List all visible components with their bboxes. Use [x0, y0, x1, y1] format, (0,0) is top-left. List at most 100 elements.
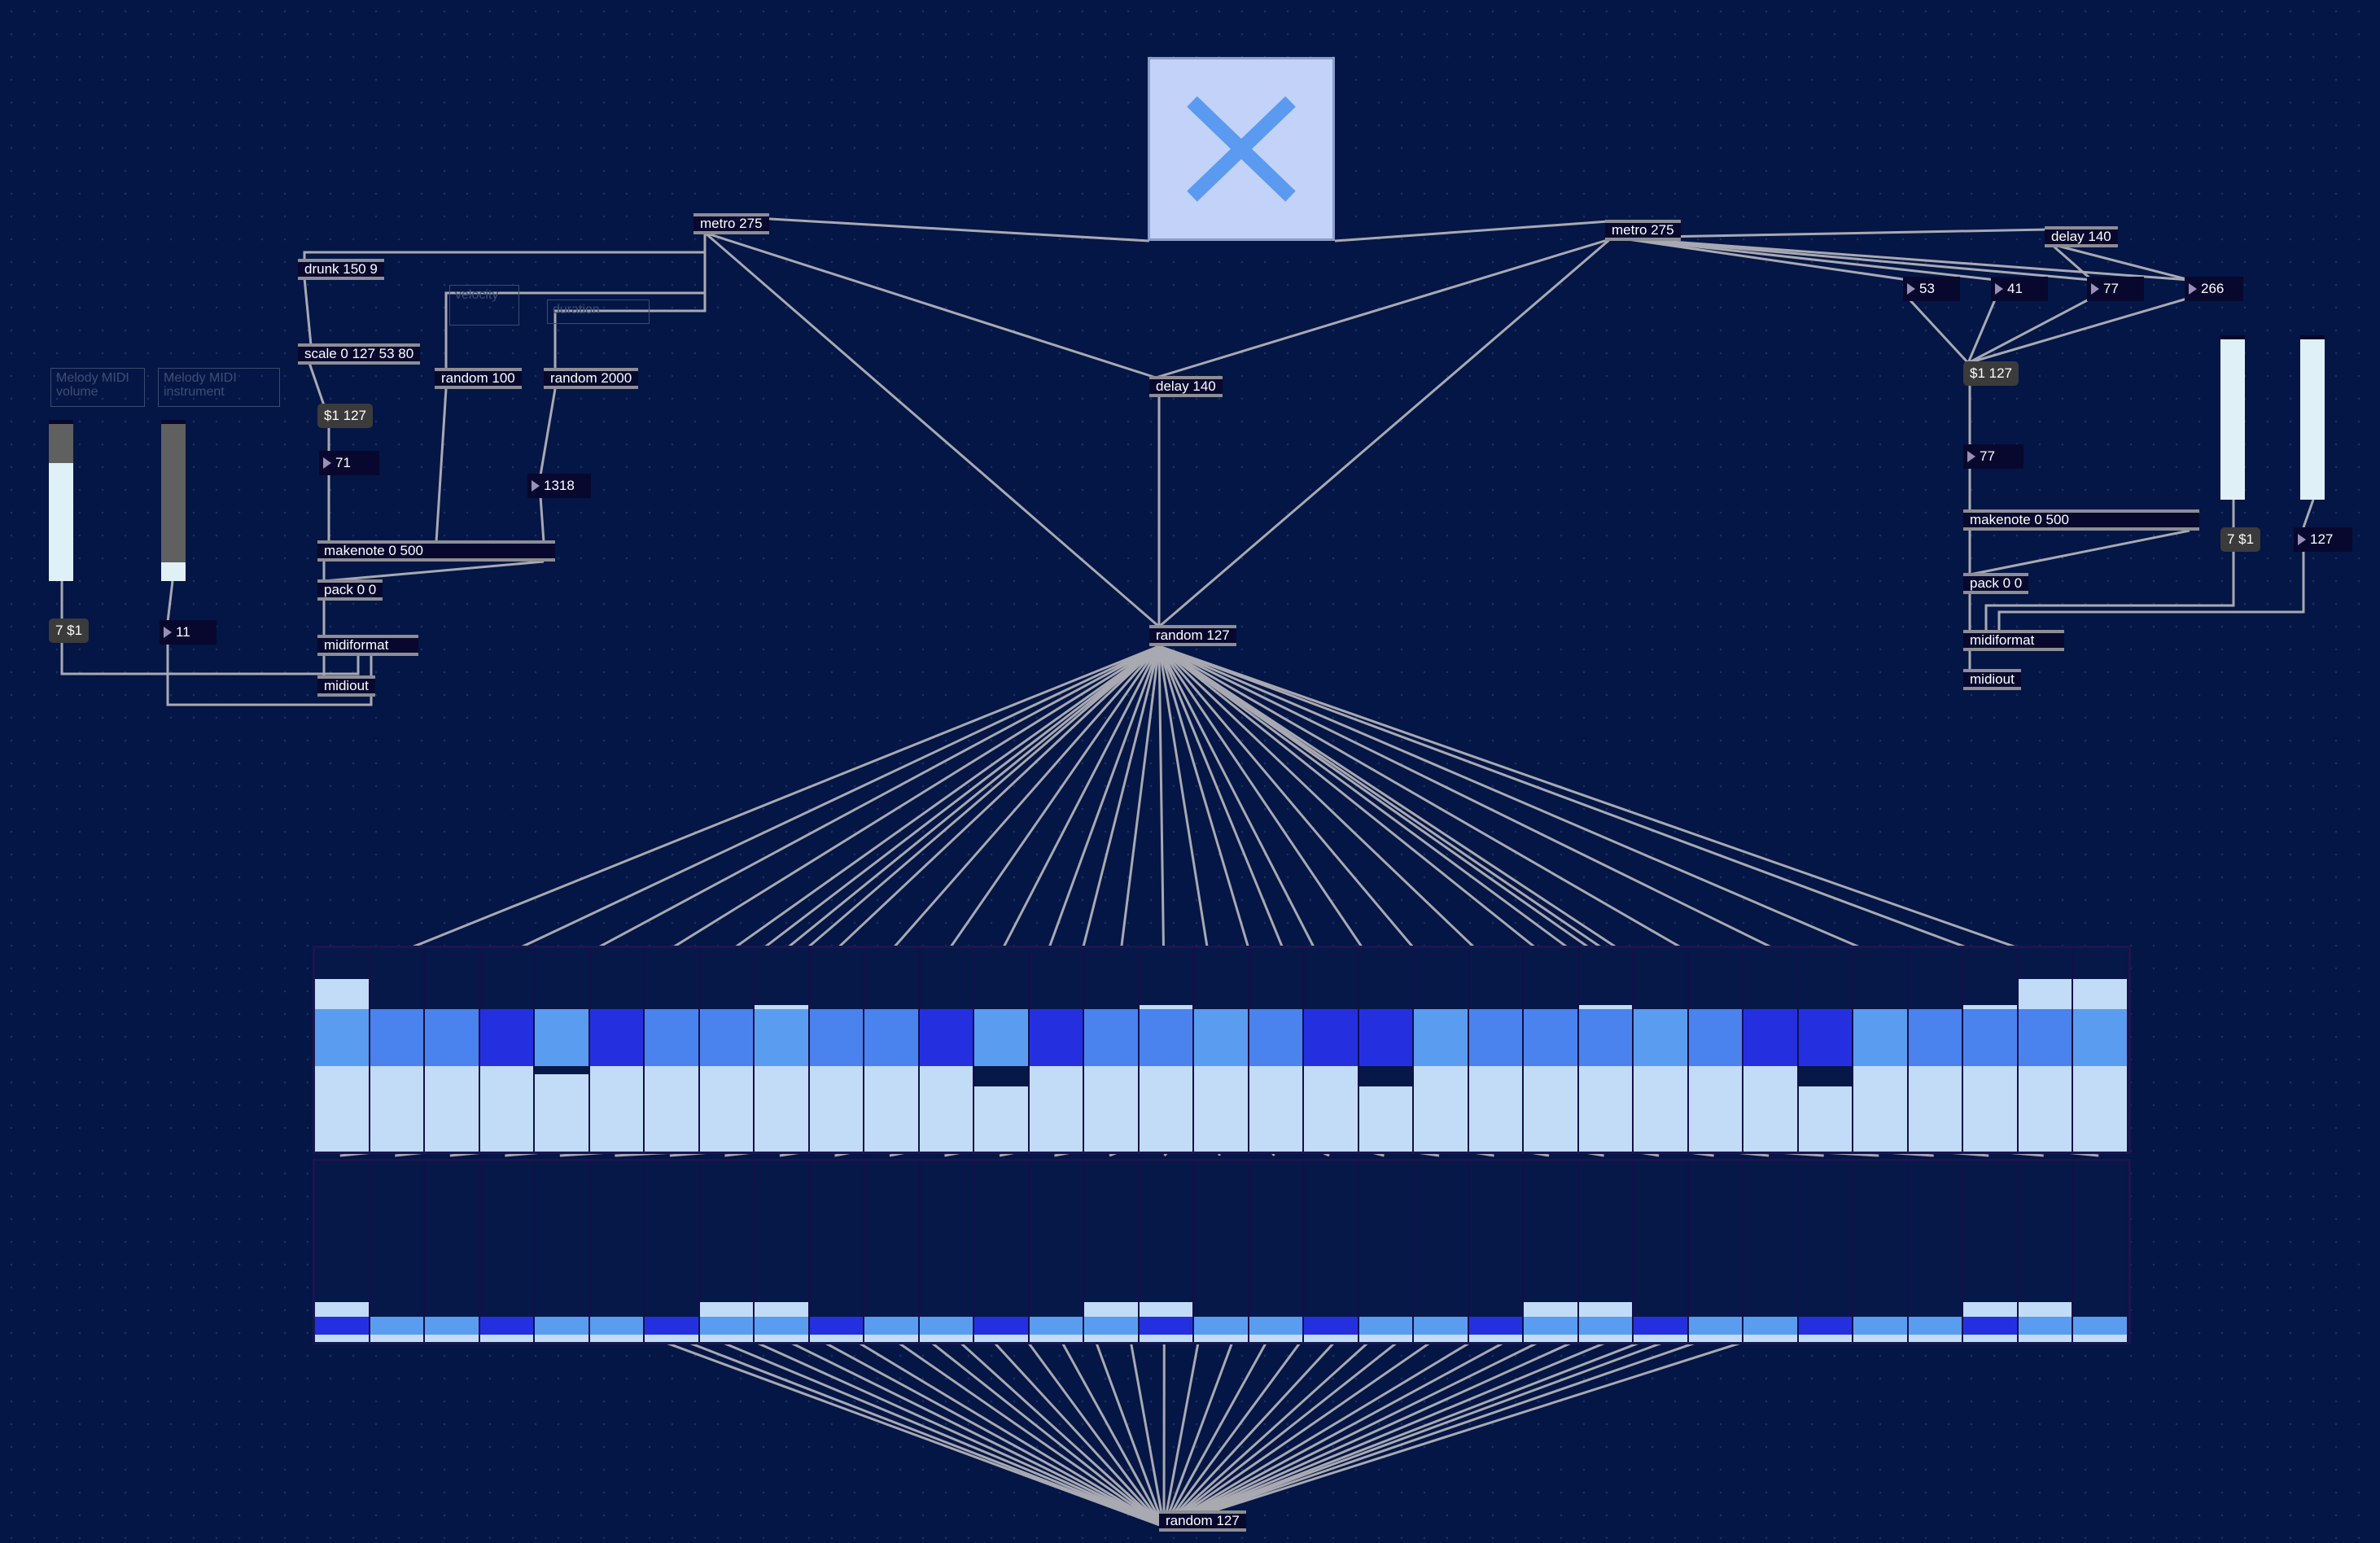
- midiformat-object-left[interactable]: midiformat: [317, 635, 418, 656]
- patch-cord[interactable]: [303, 233, 707, 260]
- multislider-bar[interactable]: [589, 1161, 646, 1342]
- multislider-bar[interactable]: [370, 1161, 426, 1342]
- patch-cord[interactable]: [166, 580, 174, 623]
- multislider-bar[interactable]: [645, 1161, 701, 1342]
- multislider-bar[interactable]: [1029, 948, 1086, 1152]
- instrument-slider-left[interactable]: [161, 420, 186, 581]
- multislider-bottom[interactable]: [313, 1159, 2131, 1344]
- patch-cord[interactable]: [1967, 296, 2093, 365]
- velocity-message-right[interactable]: $1 127: [1963, 361, 2019, 386]
- multislider-bar[interactable]: [479, 948, 536, 1152]
- note-number-box-right[interactable]: 77: [1963, 444, 2023, 469]
- multislider-bar[interactable]: [425, 948, 481, 1152]
- multislider-bar[interactable]: [1304, 1161, 1360, 1342]
- multislider-bar[interactable]: [1304, 948, 1360, 1152]
- patch-cord[interactable]: [1997, 550, 2305, 632]
- multislider-bar[interactable]: [2018, 1161, 2075, 1342]
- makenote-object-right[interactable]: makenote 0 500: [1963, 509, 2199, 531]
- patch-cord[interactable]: [303, 278, 313, 346]
- multislider-bar[interactable]: [919, 1161, 976, 1342]
- multislider-bar[interactable]: [1414, 948, 1470, 1152]
- multislider-bar[interactable]: [2073, 948, 2128, 1152]
- cc7-message-left[interactable]: 7 $1: [49, 619, 90, 643]
- patch-cord[interactable]: [1616, 228, 2049, 239]
- patch-cord[interactable]: [1155, 238, 1611, 379]
- multislider-bar[interactable]: [1798, 1161, 1855, 1342]
- multislider-bar[interactable]: [809, 1161, 866, 1342]
- multislider-bar[interactable]: [589, 948, 646, 1152]
- multislider-bar[interactable]: [1688, 1161, 1745, 1342]
- cc-number-box-right[interactable]: 127: [2294, 527, 2352, 552]
- random-2000-object[interactable]: random 2000: [544, 368, 639, 389]
- multislider-bar[interactable]: [1578, 948, 1635, 1152]
- patch-cord[interactable]: [704, 231, 1160, 628]
- multislider-bar[interactable]: [1524, 1161, 1580, 1342]
- multislider-bar[interactable]: [809, 948, 866, 1152]
- patch-cord[interactable]: [308, 362, 326, 406]
- midiout-object-right[interactable]: midiout: [1963, 669, 2021, 690]
- duration-number-box[interactable]: 1318: [527, 474, 591, 498]
- multislider-bar[interactable]: [1139, 948, 1196, 1152]
- multislider-bar[interactable]: [1963, 1161, 2019, 1342]
- multislider-bar[interactable]: [1743, 1161, 1800, 1342]
- multislider-bar[interactable]: [2018, 948, 2075, 1152]
- multislider-bar[interactable]: [1249, 948, 1306, 1152]
- patch-cord[interactable]: [704, 231, 1157, 379]
- multislider-bar[interactable]: [755, 948, 811, 1152]
- number-box-266[interactable]: 266: [2185, 277, 2243, 301]
- multislider-bar[interactable]: [864, 948, 921, 1152]
- multislider-bar[interactable]: [1468, 1161, 1525, 1342]
- patch-cord[interactable]: [2050, 243, 2093, 282]
- cc11-number-box[interactable]: 11: [160, 620, 217, 645]
- multislider-bar[interactable]: [535, 1161, 591, 1342]
- multislider-bar[interactable]: [919, 948, 976, 1152]
- multislider-bar[interactable]: [1634, 948, 1690, 1152]
- multislider-bar[interactable]: [1963, 948, 2019, 1152]
- random-object-bottom[interactable]: random 127: [1159, 1510, 1246, 1532]
- multislider-bar[interactable]: [1798, 948, 1855, 1152]
- midiout-object-left[interactable]: midiout: [317, 675, 375, 697]
- multislider-bar[interactable]: [1908, 1161, 1965, 1342]
- note-number-box[interactable]: 71: [319, 451, 379, 475]
- multislider-bar[interactable]: [1908, 948, 1965, 1152]
- multislider-top[interactable]: [313, 946, 2131, 1154]
- patch-cord[interactable]: [1969, 529, 2190, 576]
- toggle-button[interactable]: [1148, 57, 1335, 241]
- midiformat-object-right[interactable]: midiformat: [1963, 630, 2064, 651]
- multislider-bar[interactable]: [1249, 1161, 1306, 1342]
- multislider-bar[interactable]: [645, 948, 701, 1152]
- metro-object-left[interactable]: metro 275: [693, 213, 769, 234]
- multislider-bar[interactable]: [974, 948, 1030, 1152]
- multislider-bar[interactable]: [370, 948, 426, 1152]
- patch-cord[interactable]: [2302, 499, 2315, 528]
- patch-cord[interactable]: [1906, 296, 1970, 365]
- multislider-bar[interactable]: [1688, 948, 1745, 1152]
- multislider-bar[interactable]: [974, 1161, 1030, 1342]
- patch-cord[interactable]: [1616, 236, 2093, 282]
- random-100-object[interactable]: random 100: [435, 368, 522, 389]
- multislider-bar[interactable]: [535, 948, 591, 1152]
- scale-object[interactable]: scale 0 127 53 80: [298, 343, 421, 365]
- multislider-bar[interactable]: [864, 1161, 921, 1342]
- patch-cord[interactable]: [539, 388, 557, 476]
- multislider-bar[interactable]: [425, 1161, 481, 1342]
- patch-cord[interactable]: [2050, 243, 2190, 282]
- pack-object-left[interactable]: pack 0 0: [317, 579, 383, 601]
- volume-slider-right[interactable]: [2220, 335, 2245, 500]
- multislider-bar[interactable]: [315, 1161, 371, 1342]
- number-box-77[interactable]: 77: [2087, 277, 2144, 301]
- number-box-53[interactable]: 53: [1903, 277, 1960, 301]
- cc7-message-right[interactable]: 7 $1: [2220, 527, 2261, 552]
- patch-cord[interactable]: [435, 388, 448, 543]
- patch-cord[interactable]: [1967, 297, 1997, 364]
- multislider-bar[interactable]: [1743, 948, 1800, 1152]
- patch-cord[interactable]: [539, 496, 545, 543]
- delay-object-right[interactable]: delay 140: [2045, 226, 2118, 247]
- number-box-41[interactable]: 41: [1991, 277, 2048, 301]
- multislider-bar[interactable]: [699, 948, 756, 1152]
- multislider-bar[interactable]: [479, 1161, 536, 1342]
- multislider-bar[interactable]: [2073, 1161, 2128, 1342]
- multislider-bar[interactable]: [1853, 948, 1910, 1152]
- multislider-bar[interactable]: [1358, 948, 1415, 1152]
- multislider-bar[interactable]: [1139, 1161, 1196, 1342]
